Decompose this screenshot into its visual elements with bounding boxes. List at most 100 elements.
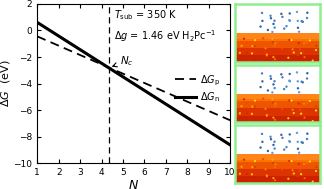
Point — [247, 119, 252, 122]
Point — [298, 163, 303, 167]
Point — [273, 42, 278, 45]
Point — [271, 143, 276, 146]
Point — [270, 41, 275, 44]
Point — [297, 169, 303, 172]
Point — [272, 105, 277, 108]
Point — [287, 38, 292, 41]
Point — [272, 118, 278, 121]
Point — [273, 102, 278, 105]
Bar — [235, 53, 320, 62]
Point — [272, 140, 277, 143]
Bar — [235, 99, 320, 108]
Point — [260, 37, 266, 40]
Text: $T_{\mathrm{sub}}$ = 350 K: $T_{\mathrm{sub}}$ = 350 K — [114, 8, 178, 22]
Point — [249, 112, 255, 115]
Point — [263, 107, 268, 110]
Point — [296, 91, 302, 94]
Point — [237, 172, 242, 175]
Point — [244, 173, 249, 176]
Point — [302, 42, 307, 45]
Point — [282, 27, 287, 30]
Point — [252, 166, 258, 169]
Point — [244, 102, 249, 105]
Point — [279, 73, 284, 76]
Point — [279, 168, 284, 171]
Point — [305, 132, 310, 135]
Point — [298, 112, 304, 115]
Point — [295, 19, 300, 22]
Point — [307, 100, 313, 103]
Point — [305, 11, 310, 14]
Point — [291, 172, 296, 175]
Point — [271, 56, 276, 59]
Point — [268, 77, 273, 80]
Point — [271, 116, 276, 119]
Point — [244, 41, 249, 44]
Point — [260, 72, 265, 75]
Point — [287, 19, 293, 22]
Point — [298, 52, 304, 55]
Point — [302, 163, 307, 166]
Point — [268, 17, 273, 20]
Point — [310, 120, 315, 123]
Point — [270, 158, 275, 161]
Bar — [235, 114, 320, 122]
Point — [282, 148, 287, 151]
Point — [279, 108, 284, 111]
Bar — [235, 33, 320, 41]
Bar — [235, 154, 320, 162]
Point — [299, 80, 304, 83]
Point — [314, 44, 319, 47]
Point — [264, 175, 270, 178]
Point — [280, 136, 285, 139]
Point — [296, 42, 301, 45]
Point — [305, 72, 310, 75]
Point — [310, 180, 315, 183]
Point — [272, 147, 277, 150]
Point — [287, 133, 292, 136]
Y-axis label: $\Delta G$  (eV): $\Delta G$ (eV) — [0, 60, 12, 107]
Point — [299, 141, 304, 144]
Point — [300, 141, 305, 144]
Point — [247, 59, 252, 62]
Point — [270, 98, 275, 101]
Point — [239, 105, 244, 108]
Point — [270, 151, 275, 154]
Point — [287, 79, 292, 82]
Point — [239, 44, 244, 47]
Bar — [235, 106, 320, 115]
Point — [252, 105, 258, 108]
Point — [268, 75, 273, 78]
Point — [284, 25, 289, 28]
Point — [295, 87, 301, 90]
Point — [296, 110, 302, 113]
Point — [264, 115, 270, 118]
Point — [258, 86, 263, 89]
Bar — [235, 39, 320, 48]
Point — [272, 179, 278, 182]
Point — [244, 112, 249, 115]
Point — [268, 14, 273, 17]
Point — [299, 20, 304, 23]
Point — [286, 177, 291, 180]
Point — [305, 137, 310, 140]
Point — [250, 45, 255, 48]
Point — [314, 159, 319, 162]
Point — [305, 41, 310, 44]
Point — [313, 49, 318, 52]
Point — [295, 131, 300, 134]
Point — [302, 102, 307, 105]
Bar — [235, 174, 320, 183]
Point — [295, 71, 300, 74]
Point — [260, 11, 265, 14]
Point — [264, 53, 270, 56]
Point — [270, 162, 275, 165]
Point — [305, 77, 310, 80]
Point — [296, 163, 301, 166]
Point — [290, 108, 295, 111]
Point — [295, 114, 300, 117]
Point — [296, 49, 302, 52]
Point — [297, 108, 303, 111]
Point — [295, 26, 301, 29]
Point — [310, 59, 315, 62]
